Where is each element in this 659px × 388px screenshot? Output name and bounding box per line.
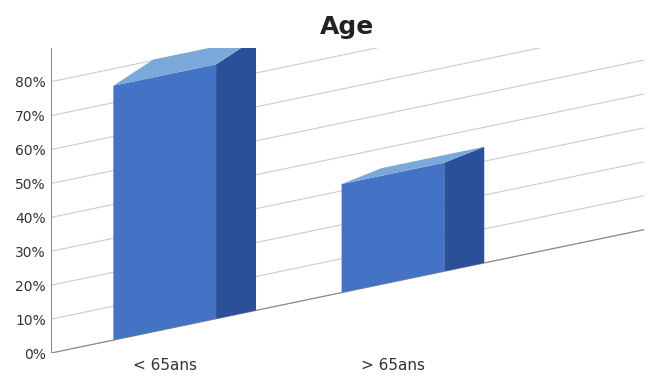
Title: Age: Age <box>320 15 374 39</box>
Polygon shape <box>113 64 216 340</box>
Polygon shape <box>444 147 484 271</box>
Polygon shape <box>341 163 444 293</box>
Polygon shape <box>216 38 256 319</box>
Polygon shape <box>341 147 484 184</box>
Polygon shape <box>113 38 256 86</box>
